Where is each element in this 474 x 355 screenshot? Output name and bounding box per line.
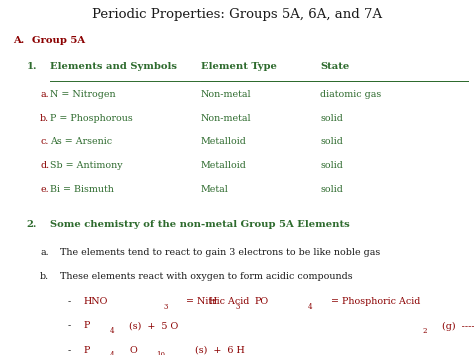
Text: -: - — [67, 346, 71, 355]
Text: (s)  +  5 O: (s) + 5 O — [129, 322, 179, 331]
Text: = Phosphoric Acid: = Phosphoric Acid — [328, 297, 420, 306]
Text: d.: d. — [40, 161, 49, 170]
Text: P: P — [83, 322, 90, 331]
Text: 2.: 2. — [26, 220, 36, 229]
Text: Metalloid: Metalloid — [201, 161, 246, 170]
Text: Element Type: Element Type — [201, 62, 277, 71]
Text: Group 5A: Group 5A — [32, 36, 85, 45]
Text: solid: solid — [320, 161, 343, 170]
Text: a.: a. — [40, 247, 49, 257]
Text: The elements tend to react to gain 3 electrons to be like noble gas: The elements tend to react to gain 3 ele… — [60, 247, 380, 257]
Text: Metalloid: Metalloid — [201, 137, 246, 146]
Text: N = Nitrogen: N = Nitrogen — [50, 90, 116, 99]
Text: State: State — [320, 62, 349, 71]
Text: solid: solid — [320, 137, 343, 146]
Text: -: - — [67, 322, 71, 331]
Text: Periodic Properties: Groups 5A, 6A, and 7A: Periodic Properties: Groups 5A, 6A, and … — [92, 9, 382, 21]
Text: e.: e. — [40, 185, 49, 194]
Text: solid: solid — [320, 185, 343, 194]
Text: PO: PO — [255, 297, 269, 306]
Text: diatomic gas: diatomic gas — [320, 90, 382, 99]
Text: 4: 4 — [110, 351, 114, 355]
Text: P = Phosphorous: P = Phosphorous — [50, 114, 133, 122]
Text: As = Arsenic: As = Arsenic — [50, 137, 112, 146]
Text: -: - — [67, 297, 71, 306]
Text: Sb = Antimony: Sb = Antimony — [50, 161, 122, 170]
Text: 3: 3 — [235, 302, 240, 311]
Text: Non-metal: Non-metal — [201, 114, 251, 122]
Text: H: H — [209, 297, 217, 306]
Text: Non-metal: Non-metal — [201, 90, 251, 99]
Text: b.: b. — [40, 114, 49, 122]
Text: Some chemistry of the non-metal Group 5A Elements: Some chemistry of the non-metal Group 5A… — [50, 220, 349, 229]
Text: Bi = Bismuth: Bi = Bismuth — [50, 185, 114, 194]
Text: 2: 2 — [423, 327, 427, 335]
Text: 1.: 1. — [26, 62, 37, 71]
Text: P: P — [83, 346, 90, 355]
Text: (g)  ----->  P: (g) -----> P — [442, 322, 474, 331]
Text: Metal: Metal — [201, 185, 228, 194]
Text: Elements and Symbols: Elements and Symbols — [50, 62, 177, 71]
Text: O: O — [129, 346, 137, 355]
Text: These elements react with oxygen to form acidic compounds: These elements react with oxygen to form… — [60, 272, 352, 281]
Text: 3: 3 — [163, 302, 167, 311]
Text: 4: 4 — [110, 327, 114, 335]
Text: b.: b. — [40, 272, 49, 281]
Text: c.: c. — [40, 137, 48, 146]
Text: = Nitric Acid: = Nitric Acid — [182, 297, 249, 306]
Text: a.: a. — [40, 90, 49, 99]
Text: solid: solid — [320, 114, 343, 122]
Text: (s)  +  6 H: (s) + 6 H — [195, 346, 245, 355]
Text: 10: 10 — [156, 351, 165, 355]
Text: A.: A. — [13, 36, 24, 45]
Text: HNO: HNO — [83, 297, 108, 306]
Text: 4: 4 — [308, 302, 313, 311]
